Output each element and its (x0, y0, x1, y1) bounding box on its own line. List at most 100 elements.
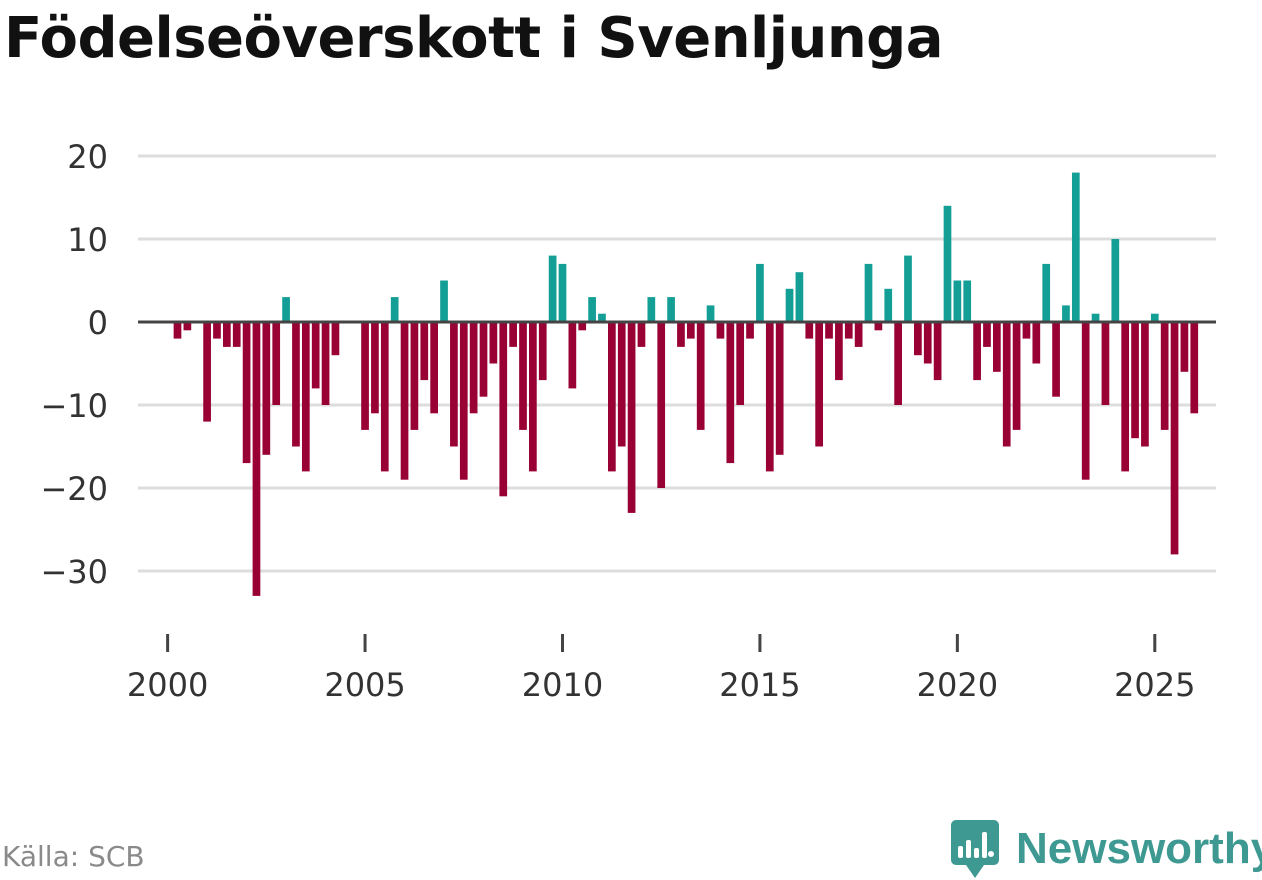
bar (608, 322, 616, 472)
bar (1121, 322, 1130, 472)
bars (173, 172, 1199, 596)
newsworthy-logo-icon (951, 820, 999, 878)
x-tick-label: 2020 (917, 666, 998, 704)
bar (410, 322, 419, 430)
x-tick-label: 2010 (522, 666, 603, 704)
bar (1091, 313, 1100, 322)
bar (904, 255, 912, 322)
bar (1062, 305, 1070, 322)
bar (726, 322, 735, 464)
bar (923, 322, 932, 364)
bar (509, 322, 517, 347)
bar (854, 322, 863, 347)
bar (430, 322, 438, 414)
bar (213, 322, 221, 339)
bar (884, 288, 893, 322)
bar (203, 322, 211, 422)
bar (1071, 172, 1080, 322)
bar (252, 322, 261, 596)
bar (578, 322, 587, 331)
bar (440, 280, 448, 322)
y-tick-label: 10 (67, 221, 108, 259)
x-axis-ticks: 2000 2005 2010 2015 2020 2025 (127, 634, 1196, 704)
bar (588, 297, 596, 322)
bar (874, 322, 883, 331)
bar (756, 263, 764, 322)
bar (983, 322, 991, 347)
bar (825, 322, 833, 339)
bar (637, 322, 646, 347)
bar (953, 280, 962, 322)
bar (242, 322, 251, 464)
bar (489, 322, 498, 364)
y-tick-label: 20 (67, 138, 108, 176)
bar (627, 322, 636, 513)
bar (450, 322, 458, 447)
bar (835, 322, 843, 381)
bar (973, 322, 981, 381)
bar (844, 322, 853, 339)
bar (529, 322, 537, 472)
x-tick-label: 2000 (127, 666, 208, 704)
bar (696, 322, 705, 430)
bar (914, 322, 922, 356)
x-tick-label: 2005 (324, 666, 405, 704)
bar (223, 322, 231, 347)
bar (706, 305, 715, 322)
x-tick-label: 2015 (719, 666, 800, 704)
bar (371, 322, 379, 414)
bar (1190, 322, 1199, 414)
bar (558, 263, 567, 322)
bar (311, 322, 320, 389)
bar (1111, 239, 1120, 322)
y-tick-label: −20 (40, 470, 108, 508)
bar (1101, 322, 1110, 405)
chart-title: Födelseöverskott i Svenljunga (4, 6, 944, 71)
bar (1032, 322, 1041, 364)
bar (1150, 313, 1159, 322)
bar (598, 313, 606, 322)
bar (1002, 322, 1011, 447)
bar (963, 280, 972, 322)
bar (1160, 322, 1169, 430)
bar (933, 322, 942, 381)
bar (380, 322, 389, 472)
x-tick-label: 2025 (1114, 666, 1195, 704)
gridlines (138, 154, 1216, 573)
bar (805, 322, 814, 339)
bar (262, 322, 271, 455)
bar (775, 322, 784, 455)
bar (538, 322, 547, 381)
bar (686, 322, 695, 339)
bar (292, 322, 300, 447)
bar (1180, 322, 1189, 372)
bar (647, 297, 656, 322)
source-label: Källa: SCB (2, 840, 145, 873)
bar (282, 297, 290, 322)
bar (568, 322, 577, 389)
bar (795, 272, 804, 322)
bar (459, 322, 468, 480)
bar (469, 322, 478, 414)
bar (361, 322, 369, 430)
bar (943, 205, 952, 322)
bar (716, 322, 725, 339)
y-tick-label: −30 (40, 553, 108, 591)
brand-name: Newsworthy (1016, 824, 1262, 873)
bar (390, 297, 399, 322)
bar (677, 322, 685, 347)
bar (894, 322, 902, 405)
bar (400, 322, 409, 480)
bar (183, 322, 192, 331)
y-axis-ticks: 20 10 0 −10 −20 −30 (40, 138, 108, 591)
bar (1052, 322, 1060, 397)
bar (232, 322, 241, 347)
bar (519, 322, 527, 430)
bar (746, 322, 754, 339)
bar (1022, 322, 1031, 339)
bar (331, 322, 340, 356)
bar (1012, 322, 1021, 430)
bar (736, 322, 745, 405)
bar (785, 288, 794, 322)
y-tick-label: 0 (88, 304, 108, 342)
